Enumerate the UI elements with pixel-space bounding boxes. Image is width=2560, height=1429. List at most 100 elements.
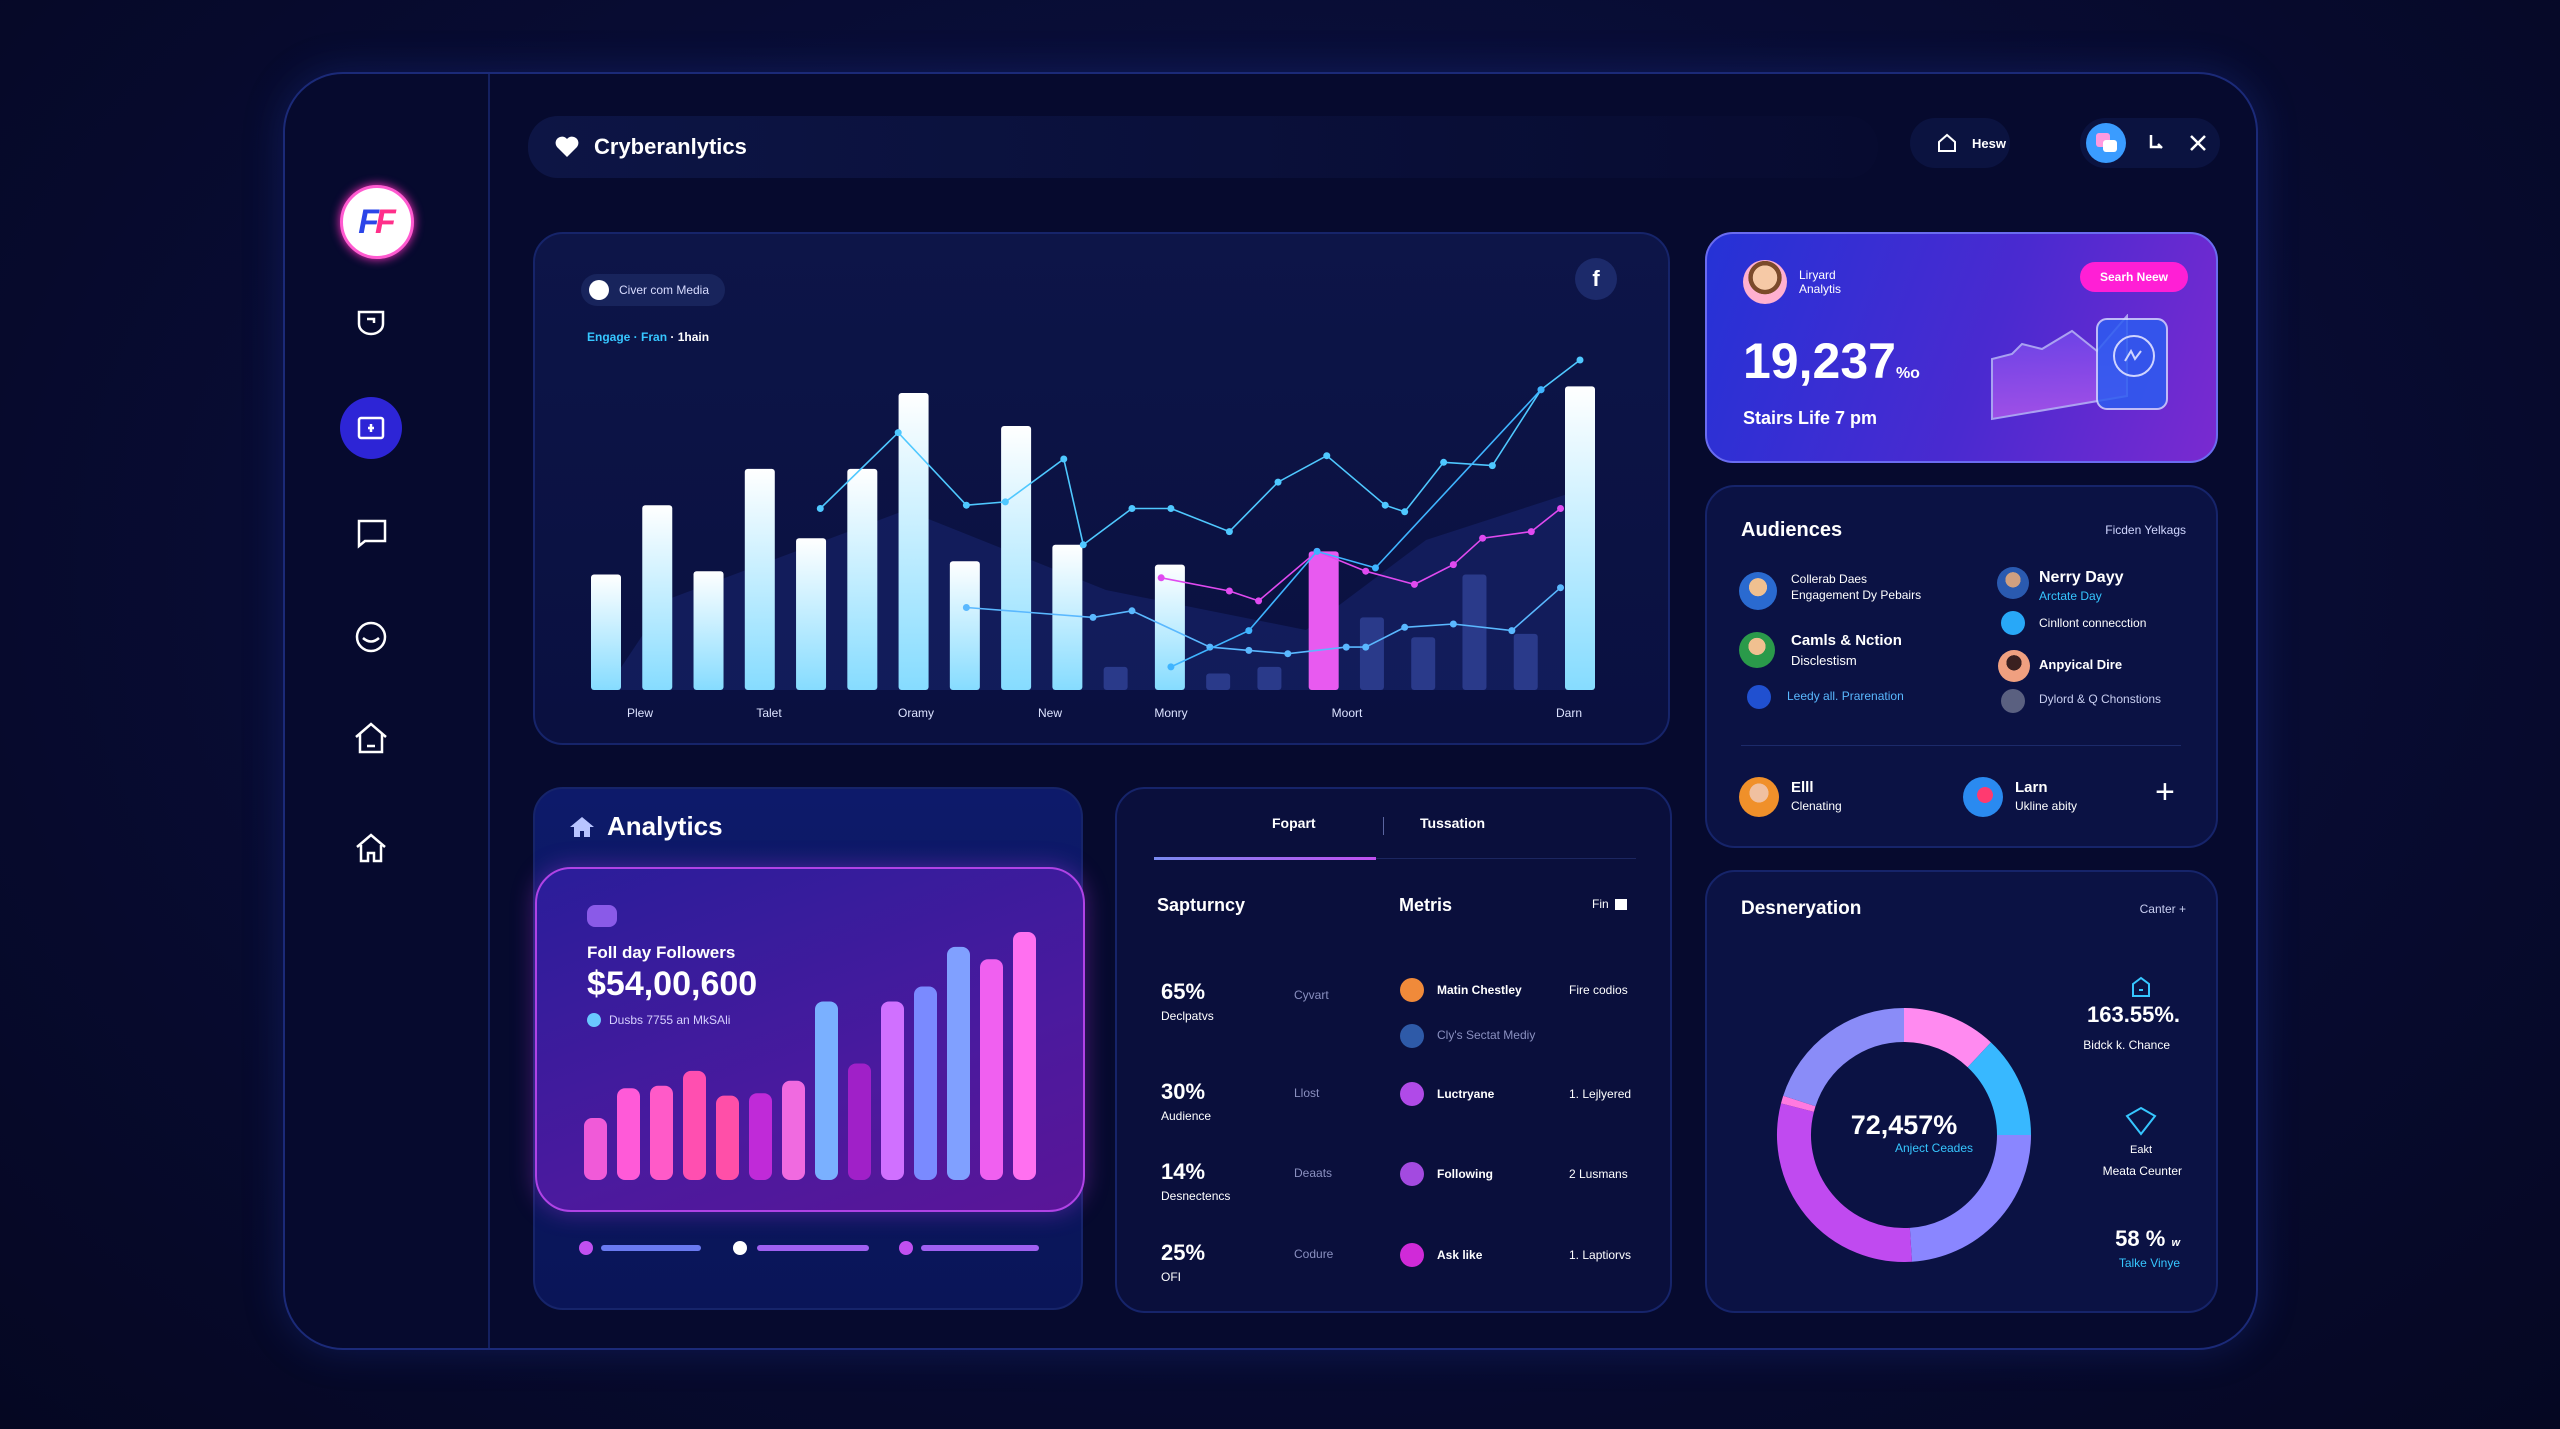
smiley-icon[interactable] <box>340 606 402 668</box>
x-tick-label: Talet <box>756 706 782 720</box>
donut-slice <box>1903 1008 1991 1068</box>
x-tick-label: Darn <box>1555 706 1583 720</box>
center-value: 72,457% <box>1850 1110 1958 1140</box>
center-add-button[interactable]: Canter + <box>2139 902 2186 916</box>
audience-item[interactable]: Anpyical Dire <box>2039 657 2123 672</box>
audience-footer-item[interactable]: Elll Clenating <box>1791 779 1842 815</box>
metric-value: Fire codios <box>1569 983 1628 997</box>
data-point <box>1079 541 1087 549</box>
audience-item[interactable]: Collerab Daes Engagement Dy Pebairs <box>1791 571 1921 603</box>
data-point <box>1274 478 1282 486</box>
audience-footer-item[interactable]: Larn Ukline abity <box>2015 779 2077 815</box>
page-dot[interactable] <box>899 1241 913 1255</box>
chip-label: Civer com Media <box>619 283 710 297</box>
page-dot[interactable] <box>733 1241 747 1255</box>
facebook-icon[interactable]: f <box>1575 258 1617 300</box>
desneryation-card: Desneryation Canter + 72,457% Anject Cead… <box>1705 870 2218 1313</box>
data-point <box>1089 613 1097 621</box>
stat-label: Eakt <box>2129 1144 2153 1156</box>
audience-item[interactable]: Cinllont connecction <box>2039 616 2147 630</box>
item-subtitle: Engagement Dy Pebairs <box>1791 588 1922 602</box>
tab-divider <box>1376 858 1636 859</box>
avatar <box>1739 572 1777 610</box>
stat-tag: Llost <box>1294 1086 1320 1100</box>
data-point <box>1449 620 1457 628</box>
stat-label: Desnectencs <box>1161 1189 1231 1203</box>
audience-item[interactable]: Nerry Dayy Arctate Day <box>2039 569 2124 605</box>
page-dot[interactable] <box>579 1241 593 1255</box>
item-title: Nerry Dayy <box>2039 569 2124 586</box>
metric-name[interactable]: Luctryane <box>1437 1087 1495 1101</box>
metric-name[interactable]: Ask like <box>1437 1248 1483 1262</box>
bar <box>847 468 878 690</box>
data-point <box>1410 580 1418 588</box>
filter-link[interactable]: Ficden Yelkags <box>2105 523 2186 537</box>
house-icon <box>2132 976 2150 997</box>
data-point <box>1401 623 1409 631</box>
stat-label: Talke Vinye <box>2118 1256 2180 1270</box>
bar <box>815 1001 838 1180</box>
page-bar <box>757 1245 869 1251</box>
center-label: Anject Ceades <box>1894 1141 1974 1155</box>
data-point <box>1401 508 1409 516</box>
avatar <box>1739 632 1775 668</box>
apps-button[interactable] <box>2086 123 2126 163</box>
close-icon[interactable] <box>2188 133 2208 153</box>
home-button[interactable]: Hesw <box>1910 118 2010 168</box>
metric-value: 1. Lejlyered <box>1569 1087 1632 1101</box>
chat-icon <box>2001 611 2025 635</box>
donut-center: 72,457% Anject Ceades <box>1835 1110 1973 1155</box>
metric-name[interactable]: Cly's Sectat Mediy <box>1437 1028 1536 1042</box>
badge-icon[interactable] <box>340 292 402 354</box>
metric-icon <box>1400 1082 1424 1106</box>
x-tick-label: Monry <box>1154 706 1188 720</box>
stat-item: 25% OFI <box>1161 1240 1205 1284</box>
avatar <box>1963 777 2003 817</box>
user-name: Liryard Analytis <box>1799 268 1841 296</box>
id-card-icon[interactable] <box>340 397 402 459</box>
bar <box>1013 932 1036 1180</box>
bar <box>716 1095 739 1180</box>
stat-value: 163.55%. <box>2087 1002 2180 1027</box>
legend-label: Dusbs 7755 an MkSAli <box>609 1013 731 1027</box>
resize-icon[interactable] <box>2146 132 2168 154</box>
stat-label: Bidck k. Chance <box>2083 1038 2170 1052</box>
tab-fopart[interactable]: Fopart <box>1272 815 1316 831</box>
stat-pct: 25% <box>1161 1240 1206 1265</box>
promo-caption: Stairs Life 7 pm <box>1743 408 1878 428</box>
source-chip[interactable]: Civer com Media <box>581 274 726 306</box>
chat-icon[interactable] <box>340 502 402 564</box>
bar <box>1206 673 1231 690</box>
followers-chart <box>584 932 1036 1180</box>
home-icon[interactable] <box>340 707 402 769</box>
data-point <box>1255 597 1263 605</box>
filter-label: Fin <box>1592 897 1609 911</box>
x-tick-label: Oramy <box>898 706 934 720</box>
search-new-button[interactable]: Searh Neew <box>2080 262 2188 292</box>
audience-item[interactable]: Camls & Nction Disclestism <box>1791 631 1902 671</box>
subtitle-part: Engage <box>587 330 631 344</box>
bar <box>1411 637 1436 690</box>
avatar <box>1997 567 2029 599</box>
followers-value: $54,00,600 <box>587 965 758 1003</box>
metric-name[interactable]: Matin Chestley <box>1437 983 1522 997</box>
presentation-link[interactable]: Leedy all. Prarenation <box>1787 689 1904 703</box>
link-icon <box>1747 685 1771 709</box>
user-icon <box>2001 689 2025 713</box>
value-text: 19,237 <box>1743 333 1896 389</box>
data-point <box>962 501 970 509</box>
add-icon[interactable]: + <box>2155 773 2175 811</box>
tab-tussation[interactable]: Tussation <box>1420 815 1486 831</box>
stat-item: 65% Declpatvs <box>1161 979 1214 1023</box>
metric-name[interactable]: Following <box>1437 1167 1493 1181</box>
audience-item[interactable]: Dylord & Q Chonstions <box>2039 692 2162 706</box>
stat-label: OFI <box>1161 1270 1181 1284</box>
home-outline-icon[interactable] <box>340 817 402 879</box>
value-unit: w <box>2171 1237 2180 1249</box>
filter-button[interactable]: Fin <box>1592 897 1627 911</box>
item-title: Camls & Nction <box>1791 632 1902 649</box>
data-point <box>1557 584 1565 592</box>
bar <box>744 468 775 690</box>
data-point <box>1479 534 1487 542</box>
